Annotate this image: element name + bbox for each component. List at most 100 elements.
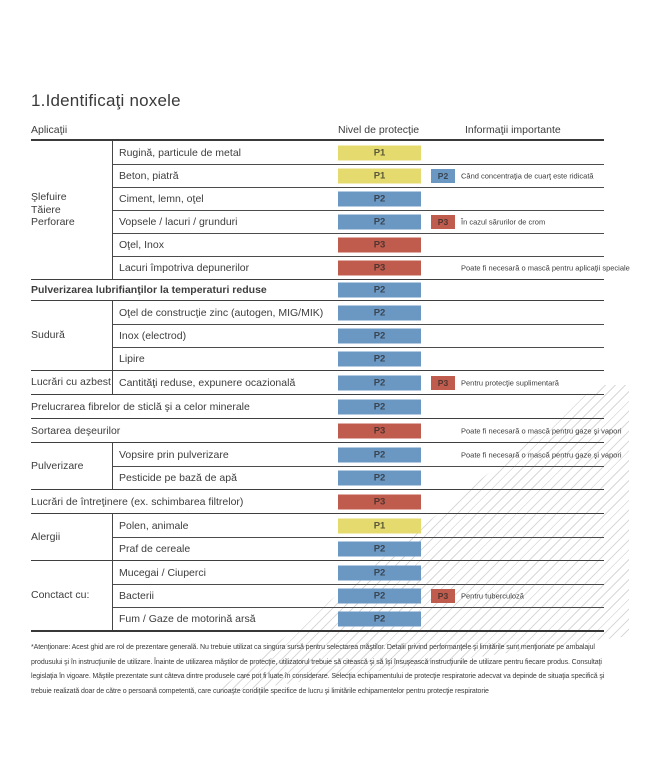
- protection-bar: P2: [338, 447, 421, 462]
- group-rows: Rugină, particule de metal P1 Beton, pia…: [113, 141, 630, 279]
- row-label: Inox (electrod): [119, 330, 187, 342]
- row-label: Vopsire prin pulverizare: [119, 448, 229, 461]
- table-row: Bacterii P2 P3 Pentru tuberculoză: [113, 584, 604, 607]
- table-header: Aplicaţii Nivel de protecţie Informaţii …: [31, 120, 604, 141]
- group-label: Conctact cu:: [31, 561, 113, 630]
- table-row: Prelucrarea fibrelor de sticlă şi a celo…: [31, 395, 604, 418]
- info-note: Pentru tuberculoză: [461, 591, 524, 601]
- group-label-line: Pulverizare: [31, 459, 84, 472]
- page-title: 1.Identificaţi noxele: [31, 91, 181, 110]
- header-important-info: Informaţii importante: [465, 124, 561, 136]
- group-rows: Cantităţi reduse, expunere ocazională P2…: [113, 371, 604, 394]
- section-sudura: Sudură Oţel de construcţie zinc (autogen…: [31, 301, 604, 371]
- extra-protection-badge: P3: [431, 589, 455, 603]
- extra-protection-badge: P2: [431, 169, 455, 183]
- disclaimer-footnote: *Atenţionare: Acest ghid are rol de prez…: [31, 644, 605, 695]
- group-label-line: Conctact cu:: [31, 589, 90, 602]
- header-protection-level: Nivel de protecţie: [338, 124, 420, 136]
- section-lucrari-de-intretinere: Lucrări de întreţinere (ex. schimbarea f…: [31, 490, 604, 514]
- protection-bar: P2: [338, 305, 421, 320]
- row-label: Lucrări de întreţinere (ex. schimbarea f…: [31, 495, 244, 508]
- protection-bar: P2: [338, 191, 421, 207]
- section-alergii: Alergii Polen, animale P1 Praf de cereal…: [31, 514, 604, 561]
- protection-bar: P3: [338, 423, 421, 438]
- table-row: Praf de cereale P2: [113, 537, 604, 560]
- table-row: Pulverizarea lubrifianţilor la temperatu…: [31, 280, 604, 300]
- group-label-line: Perforare: [31, 216, 75, 229]
- row-label: Oţel, Inox: [119, 239, 164, 251]
- protection-bar: P3: [338, 237, 421, 253]
- row-label: Lacuri împotriva depunerilor: [119, 262, 250, 274]
- header-applications: Aplicaţii: [31, 124, 68, 136]
- section-pulverizarea-lubrifiantilor: Pulverizarea lubrifianţilor la temperatu…: [31, 280, 604, 301]
- table-row: Polen, animale P1: [113, 514, 604, 537]
- extra-protection-badge: P3: [431, 375, 455, 390]
- row-label: Fum / Gaze de motorină arsă: [119, 613, 256, 625]
- protection-bar: P1: [338, 518, 421, 533]
- info-note: Poate fi necesară o mască pentru gaze şi…: [461, 450, 622, 459]
- hazard-table: Şlefuire Tăiere Perforare Rugină, partic…: [31, 141, 630, 632]
- row-label: Sortarea deşeurilor: [31, 424, 121, 437]
- protection-bar: P3: [338, 494, 421, 509]
- table-row: Lucrări de întreţinere (ex. schimbarea f…: [31, 490, 604, 513]
- group-rows: Oţel de construcţie zinc (autogen, MIG/M…: [113, 301, 604, 370]
- section-lucrari-cu-azbest: Lucrări cu azbest Cantităţi reduse, expu…: [31, 371, 604, 395]
- section-prelucrarea-fibrelor: Prelucrarea fibrelor de sticlă şi a celo…: [31, 395, 604, 419]
- group-rows: Lucrări de întreţinere (ex. schimbarea f…: [31, 490, 604, 513]
- table-row: Oţel, Inox P3: [113, 233, 604, 256]
- info-note: În cazul sărurilor de crom: [461, 217, 546, 227]
- group-rows: Polen, animale P1 Praf de cereale P2: [113, 514, 604, 560]
- row-label: Pesticide pe bază de apă: [119, 472, 237, 484]
- info-note: Când concentraţia de cuarţ este ridicată: [461, 171, 594, 181]
- row-label: Cantităţi reduse, expunere ocazională: [119, 376, 296, 389]
- section-pulverizare: Pulverizare Vopsire prin pulverizare P2 …: [31, 443, 622, 490]
- row-label: Lipire: [119, 353, 145, 365]
- row-label: Praf de cereale: [119, 543, 191, 555]
- table-row: Sortarea deşeurilor P3 Poate fi necesară…: [31, 419, 622, 442]
- table-row: Pesticide pe bază de apă P2: [113, 466, 604, 489]
- group-rows: Sortarea deşeurilor P3 Poate fi necesară…: [31, 419, 622, 442]
- row-label: Vopsele / lacuri / grunduri: [119, 216, 238, 228]
- group-label-line: Tăiere: [31, 203, 61, 216]
- table-row: Fum / Gaze de motorină arsă P2: [113, 607, 604, 630]
- table-row: Inox (electrod) P2: [113, 324, 604, 347]
- table-row: Ciment, lemn, oţel P2: [113, 187, 604, 210]
- table-row: Beton, piatră P1 P2 Când concentraţia de…: [113, 164, 604, 187]
- section-sortarea-deseurilor: Sortarea deşeurilor P3 Poate fi necesară…: [31, 419, 622, 443]
- info-note: Poate fi necesară o mască pentru gaze şi…: [461, 426, 622, 435]
- info-note: Pentru protecţie suplimentară: [461, 378, 559, 387]
- group-label-line: Sudură: [31, 329, 65, 342]
- group-label: Sudură: [31, 301, 113, 370]
- protection-bar: P2: [338, 375, 421, 390]
- protection-bar: P2: [338, 470, 421, 486]
- protection-bar: P2: [338, 399, 421, 414]
- protection-bar: P1: [338, 168, 421, 184]
- row-label: Ciment, lemn, oţel: [119, 193, 204, 205]
- protection-bar: P3: [338, 260, 421, 276]
- protection-bar: P2: [338, 588, 421, 604]
- group-label: Pulverizare: [31, 443, 113, 489]
- group-label-line: Şlefuire: [31, 191, 67, 204]
- row-label: Pulverizarea lubrifianţilor la temperatu…: [31, 284, 267, 296]
- table-row: Cantităţi reduse, expunere ocazională P2…: [113, 371, 604, 394]
- section-contact-cu: Conctact cu: Mucegai / Ciuperci P2 Bacte…: [31, 561, 604, 632]
- group-label: Şlefuire Tăiere Perforare: [31, 141, 113, 279]
- protection-bar: P2: [338, 328, 421, 344]
- protection-bar: P2: [338, 611, 421, 627]
- protection-bar: P1: [338, 145, 421, 160]
- table-row: Rugină, particule de metal P1: [113, 141, 604, 164]
- row-label: Beton, piatră: [119, 170, 179, 182]
- group-rows: Prelucrarea fibrelor de sticlă şi a celo…: [31, 395, 604, 418]
- row-label: Rugină, particule de metal: [119, 146, 241, 159]
- group-label-line: Lucrări cu azbest: [31, 376, 111, 389]
- protection-bar: P2: [338, 541, 421, 557]
- group-rows: Vopsire prin pulverizare P2 Poate fi nec…: [113, 443, 622, 489]
- protection-bar: P2: [338, 282, 421, 298]
- protection-bar: P2: [338, 565, 421, 580]
- row-label: Bacterii: [119, 590, 155, 602]
- extra-protection-badge: P3: [431, 215, 455, 229]
- group-rows: Pulverizarea lubrifianţilor la temperatu…: [31, 280, 604, 300]
- group-label: Lucrări cu azbest: [31, 371, 113, 394]
